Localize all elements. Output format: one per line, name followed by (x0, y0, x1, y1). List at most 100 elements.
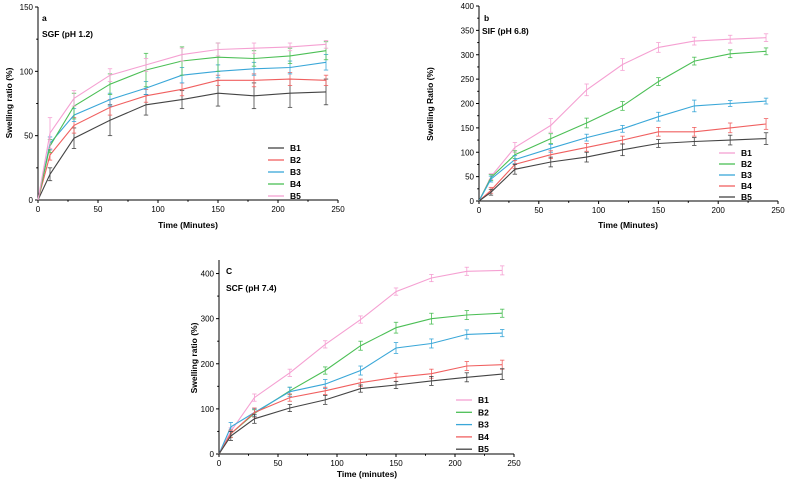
legend-label-b-b3: B3 (741, 170, 752, 180)
legend-label-b-b2: B2 (741, 159, 752, 169)
error-bar-a-b5 (251, 42, 257, 54)
error-bar-c-b1 (429, 274, 434, 283)
y-tick-label-b: 50 (465, 173, 474, 182)
series-line-c-b3 (218, 332, 503, 455)
legend-label-b-b5: B5 (741, 192, 752, 202)
error-bar-c-b5 (429, 375, 434, 386)
legend-label-a-b1: B1 (290, 143, 301, 153)
series-line-a-b3 (37, 61, 327, 201)
panel-title-a: SGF (pH 1.2) (42, 29, 93, 39)
legend-label-a-b2: B2 (290, 155, 301, 165)
x-axis-label-c: Time (minutes) (337, 469, 397, 479)
error-bar-c-b3 (393, 342, 399, 354)
error-bar-b-b1 (727, 34, 733, 44)
x-tick-label-a: 0 (36, 205, 41, 214)
y-tick-label-c: 0 (210, 450, 215, 459)
x-tick-label-a: 200 (271, 205, 285, 214)
error-bar-b-b1 (620, 58, 625, 71)
error-bar-b-b4 (656, 126, 661, 137)
series-line-c-b1 (218, 269, 503, 455)
error-bar-a-b5 (179, 47, 185, 62)
error-bar-b-b3 (727, 100, 733, 107)
error-bar-c-b2 (429, 312, 434, 325)
error-bar-b-b3 (656, 111, 661, 122)
error-bar-b-b2 (727, 49, 733, 59)
y-tick-label-c: 300 (201, 315, 215, 324)
plot-area-b: 0 50 100 150 200 250 0 50 100 150 200 250 300 350 400 B… (461, 2, 786, 215)
error-bar-b-b5 (584, 151, 589, 163)
error-bar-c-b1 (252, 393, 257, 402)
y-tick-label-c: 100 (201, 405, 215, 414)
error-bar-b-b5 (488, 188, 494, 196)
error-bar-c-b4 (464, 361, 469, 371)
panel-letter-c: C (226, 266, 232, 276)
error-bar-a-b5 (47, 117, 53, 149)
error-bar-b-b2 (584, 117, 589, 129)
error-bar-b-b3 (620, 125, 625, 133)
error-bar-c-b1 (393, 287, 399, 296)
error-bar-b-b3 (692, 99, 697, 113)
error-bar-c-b2 (358, 340, 363, 351)
error-bar-b-b3 (488, 175, 494, 183)
error-bar-c-b1 (464, 266, 469, 276)
x-tick-label-b: 0 (477, 206, 482, 215)
error-bar-c-b5 (228, 431, 233, 441)
error-bar-c-b5 (464, 372, 469, 383)
panel-letter-b: b (484, 13, 489, 23)
y-tick-label-b: 100 (461, 148, 475, 157)
x-tick-label-a: 150 (211, 205, 225, 214)
plot-area-a: 0 50 100 150 200 250 0 50 100 150 B1 B2 B3 B4 B5 (20, 3, 346, 214)
error-bar-b-b4 (763, 118, 769, 130)
y-tick-label-a: 50 (24, 132, 33, 141)
y-tick-label-b: 250 (461, 75, 475, 84)
legend-label-a-b4: B4 (290, 179, 301, 189)
legend-label-b-b4: B4 (741, 181, 752, 191)
chart-panel-c: 0 50 100 150 200 250 0 100 200 300 400 B1 B2 B3 B4 B5 C… (189, 260, 521, 479)
error-bar-b-b5 (548, 156, 553, 168)
legend-label-c-b1: B1 (478, 395, 489, 405)
legend-label-b-b1: B1 (741, 148, 752, 158)
error-bar-b-b1 (656, 42, 661, 53)
error-bar-c-b1 (500, 265, 505, 276)
error-bar-c-b2 (500, 308, 505, 318)
error-bar-c-b1 (287, 368, 292, 377)
error-bar-b-b1 (584, 83, 589, 97)
y-tick-label-a: 100 (20, 67, 34, 76)
error-bar-b-b4 (727, 122, 733, 134)
x-tick-label-a: 100 (151, 205, 165, 214)
error-bar-a-b1 (47, 167, 53, 182)
x-tick-label-a: 50 (94, 205, 103, 214)
error-bar-b-b5 (620, 143, 625, 157)
x-tick-label-b: 150 (652, 206, 666, 215)
error-bar-c-b5 (358, 384, 363, 393)
panel-title-c: SCF (pH 7.4) (226, 283, 277, 293)
error-bar-a-b5 (107, 68, 113, 83)
series-line-c-b5 (218, 373, 503, 455)
panel-title-b: SIF (pH 6.8) (482, 26, 529, 36)
error-bar-b-b1 (692, 36, 697, 46)
series-line-b-b5 (478, 138, 767, 202)
y-axis-label-a: Swelling ratio (%) (4, 67, 14, 138)
error-bar-a-b5 (71, 90, 77, 107)
x-tick-label-c: 150 (389, 459, 403, 468)
error-bar-c-b3 (464, 329, 469, 340)
plot-area-c: 0 50 100 150 200 250 0 100 200 300 400 B1 B2 B3 B4 B5 (201, 260, 521, 468)
x-axis-label-b: Time (Minutes) (598, 220, 658, 230)
x-tick-label-c: 0 (217, 459, 222, 468)
legend-label-a-b5: B5 (290, 191, 301, 201)
error-bar-c-b3 (500, 329, 505, 338)
error-bar-c-b4 (287, 393, 292, 402)
error-bar-b-b3 (763, 97, 769, 105)
y-tick-label-b: 0 (470, 197, 475, 206)
error-bar-b-b2 (656, 77, 661, 86)
legend-label-c-b2: B2 (478, 407, 489, 417)
error-bar-b-b5 (692, 137, 697, 146)
y-axis-label-c: Swelling ratio (%) (189, 322, 199, 393)
y-tick-label-b: 400 (461, 2, 475, 11)
error-bar-b-b2 (763, 47, 769, 56)
error-bar-b-b2 (548, 133, 553, 144)
error-bar-a-b5 (287, 42, 293, 52)
error-bar-c-b3 (429, 338, 434, 349)
error-bar-b-b2 (692, 56, 697, 66)
error-bar-b-b5 (656, 139, 661, 148)
